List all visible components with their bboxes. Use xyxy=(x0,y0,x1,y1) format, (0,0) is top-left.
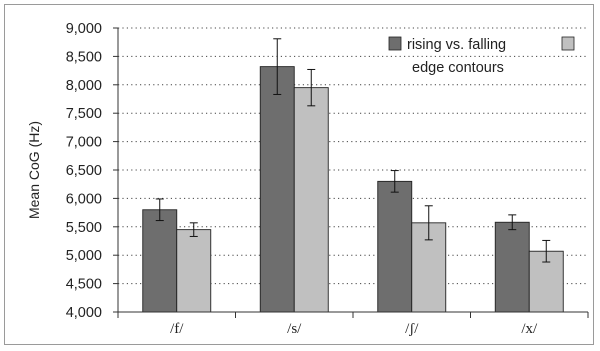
bar xyxy=(377,180,413,313)
bar xyxy=(293,87,329,313)
x-tick-label: /ʃ/ xyxy=(405,321,419,337)
legend-label-line2: edge contours xyxy=(412,60,504,76)
axes xyxy=(113,27,589,318)
bar xyxy=(142,209,178,313)
bar xyxy=(494,221,530,313)
y-tick-label: 6,500 xyxy=(66,163,102,179)
y-tick-label: 5,500 xyxy=(66,220,102,236)
legend-swatch-light xyxy=(561,36,575,51)
y-tick-label: 8,500 xyxy=(66,49,102,65)
y-tick-label: 8,000 xyxy=(66,78,102,94)
legend-label-line1: rising vs. falling xyxy=(407,37,506,53)
legend: rising vs. falling edge contours xyxy=(388,36,575,76)
bars xyxy=(142,66,564,313)
x-tick-label: /f/ xyxy=(170,321,184,337)
y-tick-label: 4,500 xyxy=(66,277,102,293)
y-tick-labels: 4,000 4,500 5,000 5,500 6,000 6,500 7,000 7,500… xyxy=(66,21,102,321)
x-tick-labels: /f/ /s/ /ʃ/ /x/ xyxy=(170,321,538,337)
bar xyxy=(176,229,212,313)
y-tick-label: 7,000 xyxy=(66,135,102,151)
x-tick-label: /s/ xyxy=(287,321,302,337)
error-bars xyxy=(155,38,551,263)
y-tick-label: 4,000 xyxy=(66,305,102,321)
legend-swatch-dark xyxy=(388,36,402,51)
y-tick-label: 9,000 xyxy=(66,21,102,37)
bar xyxy=(259,66,295,313)
y-tick-label: 7,500 xyxy=(66,106,102,122)
x-tick-label: /x/ xyxy=(521,321,538,337)
y-axis-label: Mean CoG (Hz) xyxy=(26,121,42,219)
y-tick-label: 6,000 xyxy=(66,191,102,207)
y-tick-label: 5,000 xyxy=(66,248,102,264)
